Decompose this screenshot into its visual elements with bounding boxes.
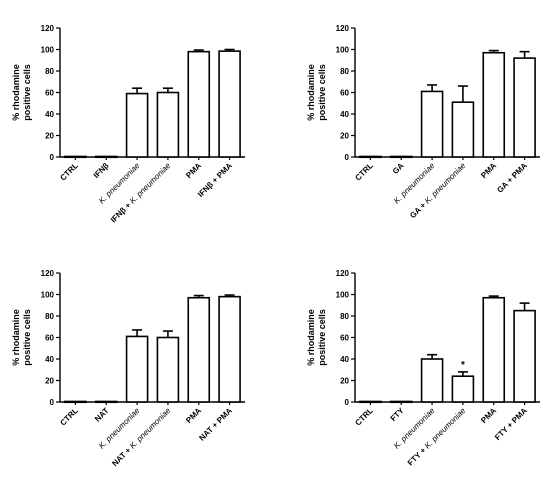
x-tick-label-part: PMA — [184, 161, 203, 180]
x-tick-label-part: PMA — [184, 406, 203, 425]
y-tick-label: 20 — [45, 132, 54, 141]
x-tick-label: CTRL — [353, 161, 375, 183]
x-tick-label: FTY + PMA — [493, 406, 529, 442]
x-tick-label: GA + K. pneumoniae — [408, 161, 468, 221]
x-tick-label: PMA — [479, 406, 498, 425]
y-axis-label: positive cells — [317, 64, 327, 121]
x-tick-label: FTY — [389, 406, 407, 424]
y-tick-label: 40 — [340, 110, 349, 119]
x-tick-label-part: NAT — [93, 406, 111, 424]
x-tick-label: IFNβ + K. pneumoniae — [109, 161, 173, 225]
y-tick-label: 40 — [45, 110, 54, 119]
y-tick-label: 0 — [345, 398, 350, 407]
bar — [513, 309, 536, 403]
y-tick-label: 60 — [340, 334, 349, 343]
significance-annotation: * — [461, 360, 465, 371]
bar — [187, 50, 211, 158]
x-tick-label: FTY + K. pneumoniae — [406, 406, 468, 468]
y-tick-label: 120 — [41, 24, 55, 33]
x-tick-label-part: IFNβ — [92, 161, 111, 180]
bar — [218, 50, 241, 158]
x-tick-label-part: CTRL — [353, 406, 375, 428]
x-tick-label: IFNβ — [92, 161, 111, 180]
y-tick-label: 100 — [336, 46, 350, 55]
y-axis-label: % rhodamine — [11, 309, 21, 366]
y-tick-label: 20 — [45, 377, 54, 386]
y-tick-label: 120 — [41, 269, 55, 278]
y-tick-label: 60 — [45, 334, 54, 343]
x-tick-label: NAT + K. pneumoniae — [110, 406, 172, 468]
y-axis-label: positive cells — [22, 64, 32, 121]
y-tick-label: 60 — [340, 89, 349, 98]
bar — [482, 51, 506, 158]
y-axis-label: % rhodamine — [11, 64, 21, 121]
x-tick-label-part: GA — [391, 161, 406, 176]
y-tick-label: 100 — [41, 46, 55, 55]
y-tick-label: 20 — [340, 377, 349, 386]
y-tick-label: 80 — [340, 312, 349, 321]
y-axis-label: positive cells — [317, 309, 327, 366]
x-tick-label-part: CTRL — [58, 406, 80, 428]
bar — [187, 296, 211, 403]
panel-ifn: 0 20 40 60 80 100 120 % rhodamine positive cells… — [11, 24, 245, 224]
bar — [156, 91, 180, 158]
x-tick-label: CTRL — [58, 406, 80, 428]
x-tick-label: GA — [391, 161, 406, 176]
x-tick-label: PMA — [184, 161, 203, 180]
y-tick-label: 0 — [50, 153, 55, 162]
y-tick-label: 120 — [336, 24, 350, 33]
y-tick-label: 0 — [50, 398, 55, 407]
panel-ga: 0 20 40 60 80 100 120 % rhodamine positive cells… — [306, 24, 540, 220]
y-tick-label: 100 — [336, 291, 350, 300]
bar — [420, 90, 444, 158]
bar — [125, 92, 149, 158]
panel-nat: 0 20 40 60 80 100 120 % rhodamine positive cells… — [11, 269, 245, 468]
y-axis-label: % rhodamine — [306, 309, 316, 366]
x-tick-label: CTRL — [58, 161, 80, 183]
x-tick-label-part: FTY — [389, 406, 407, 424]
x-tick-label-part: PMA — [479, 161, 498, 180]
x-tick-label-part: FTY + PMA — [493, 406, 529, 442]
x-tick-label-part: NAT + PMA — [197, 406, 234, 443]
bar — [125, 335, 149, 403]
y-axis-label: positive cells — [22, 309, 32, 366]
y-tick-label: 60 — [45, 89, 54, 98]
bar — [513, 57, 536, 158]
bar — [482, 296, 506, 403]
y-tick-label: 100 — [41, 291, 55, 300]
x-tick-label: GA + PMA — [495, 161, 529, 195]
bar — [451, 101, 475, 158]
y-tick-label: 80 — [45, 312, 54, 321]
y-tick-label: 40 — [340, 355, 349, 364]
y-tick-label: 40 — [45, 355, 54, 364]
y-axis-label: % rhodamine — [306, 64, 316, 121]
x-tick-label-part: CTRL — [353, 161, 375, 183]
bar — [420, 358, 444, 403]
y-tick-label: 20 — [340, 132, 349, 141]
y-tick-label: 80 — [45, 67, 54, 76]
y-tick-label: 120 — [336, 269, 350, 278]
x-tick-label: NAT — [93, 406, 111, 424]
y-tick-label: 80 — [340, 67, 349, 76]
x-tick-label: PMA — [479, 161, 498, 180]
bar — [156, 336, 180, 403]
bar — [451, 375, 475, 403]
x-tick-label: CTRL — [353, 406, 375, 428]
x-tick-label-part: GA + PMA — [495, 161, 529, 195]
x-tick-label: PMA — [184, 406, 203, 425]
x-tick-label: NAT + PMA — [197, 406, 234, 443]
bar — [218, 295, 241, 403]
y-tick-label: 0 — [345, 153, 350, 162]
panel-fty: 0 20 40 60 80 100 120 % rhodamine positive cells… — [306, 269, 540, 468]
x-tick-label-part: CTRL — [58, 161, 80, 183]
x-tick-label-part: PMA — [479, 406, 498, 425]
